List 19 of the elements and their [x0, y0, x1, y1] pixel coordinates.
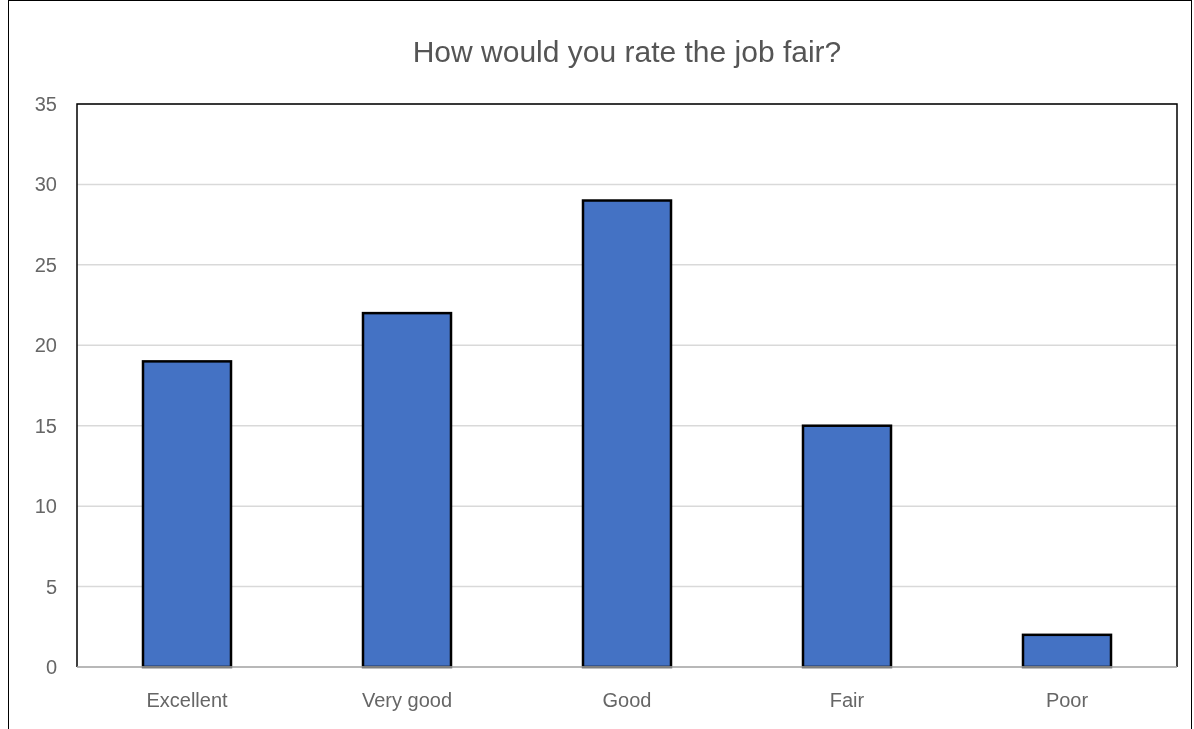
y-tick-label: 10	[34, 495, 57, 518]
y-tick-label: 15	[34, 414, 57, 437]
bar	[361, 311, 453, 669]
x-tick-label: Excellent	[146, 689, 229, 711]
y-tick-label: 25	[34, 253, 57, 276]
bar	[801, 424, 893, 669]
x-tick-label: Very good	[361, 689, 453, 711]
y-tick-label: 30	[34, 173, 57, 196]
y-tick-label: 20	[34, 334, 57, 357]
bar	[581, 199, 673, 669]
chart-title: How would you rate the job fair?	[412, 35, 842, 68]
bar	[1021, 633, 1113, 669]
y-tick-label: 35	[34, 93, 57, 115]
y-tick-label: 0	[45, 656, 57, 678]
x-tick-label: Fair	[829, 689, 865, 711]
x-tick-label: Good	[602, 689, 652, 711]
y-tick-label: 5	[45, 575, 57, 598]
x-tick-label: Poor	[1045, 689, 1089, 711]
bar	[141, 360, 233, 669]
